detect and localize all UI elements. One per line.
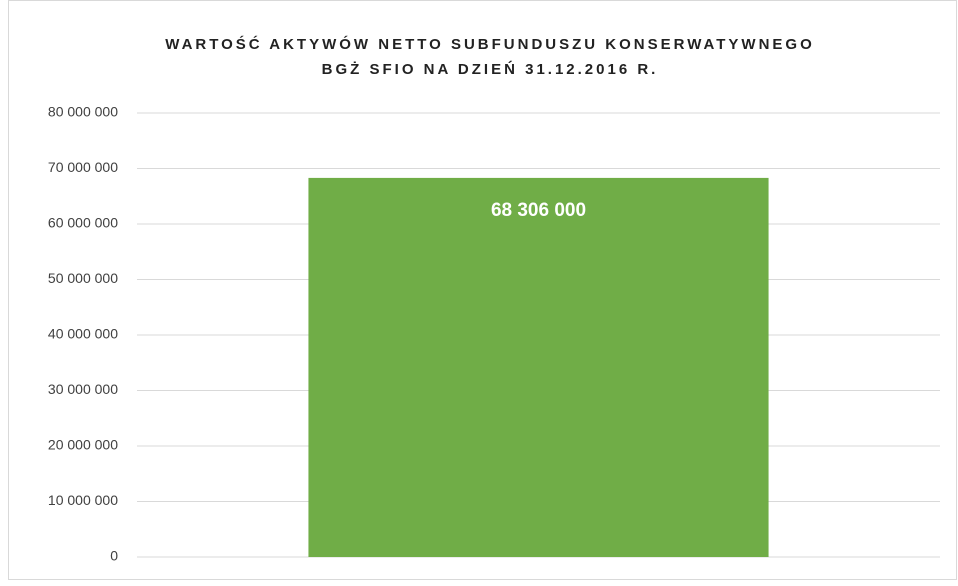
chart-title: WARTOŚĆ AKTYWÓW NETTO SUBFUNDUSZU KONSER… [165,35,815,53]
y-tick-label: 40 000 000 [48,326,118,342]
y-tick-label: 70 000 000 [48,159,118,175]
chart-title: BGŻ SFIO NA DZIEŃ 31.12.2016 R. [322,61,659,78]
y-tick-label: 80 000 000 [48,104,118,120]
y-tick-label: 30 000 000 [48,381,118,397]
bar [308,177,769,557]
y-tick-label: 10 000 000 [48,492,118,508]
data-label: 68 306 000 [491,200,586,221]
y-tick-label: 60 000 000 [48,215,118,231]
y-tick-label: 0 [110,548,118,564]
y-tick-label: 50 000 000 [48,270,118,286]
y-tick-label: 20 000 000 [48,437,118,453]
